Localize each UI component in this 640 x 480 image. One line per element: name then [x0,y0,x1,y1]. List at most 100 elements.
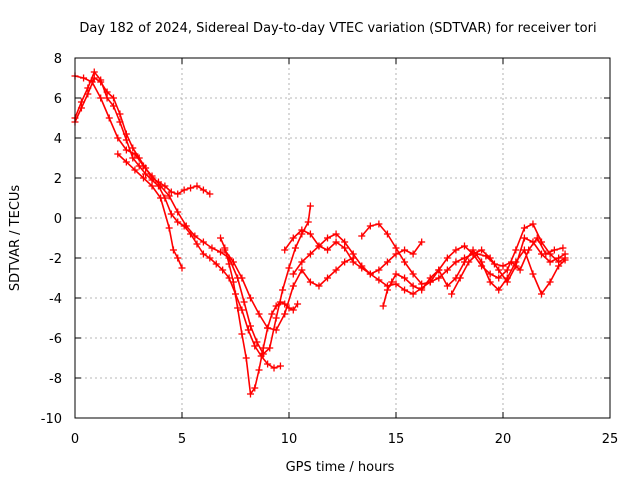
data-point [114,150,122,158]
series-trace [361,223,566,285]
data-point [157,182,165,190]
data-point [490,260,498,268]
data-point [251,342,259,350]
data-point [392,244,400,252]
series-trace [382,249,566,307]
data-point [259,344,267,352]
data-point [392,270,400,278]
data-point [379,302,387,310]
data-point [279,286,287,294]
data-point [174,208,182,216]
data-point [180,186,188,194]
data-point [219,266,227,274]
data-point [559,244,567,252]
data-point [289,234,297,242]
y-tick-label: 2 [54,172,62,187]
data-point [199,186,207,194]
data-point [80,74,88,82]
data-point [332,266,340,274]
y-tick-label: -2 [49,252,62,267]
data-point [538,290,546,298]
data-series-3 [71,72,314,358]
data-point [529,220,537,228]
data-point [251,384,259,392]
data-point [456,274,464,282]
data-point [401,286,409,294]
data-point [409,290,417,298]
data-point [478,246,486,254]
data-point [435,274,443,282]
data-point [139,162,147,170]
data-point [508,258,516,266]
data-point [131,166,139,174]
data-point [268,310,276,318]
data-point [229,258,237,266]
data-point [516,266,524,274]
data-point [298,258,306,266]
data-point [105,114,113,122]
data-point [182,222,190,230]
data-point [169,246,177,254]
data-point [443,266,451,274]
data-point [375,220,383,228]
y-tick-label: 6 [54,92,62,107]
data-point [103,94,111,102]
data-point [77,98,85,106]
data-series-5 [217,234,302,398]
series-trace [117,153,183,269]
data-point [546,278,554,286]
data-point [246,294,254,302]
data-point [272,326,280,334]
data-series-4 [114,150,186,272]
data-point [90,68,98,76]
data-point [157,194,165,202]
data-point [298,226,306,234]
data-point [401,246,409,254]
y-tick-label: -6 [49,332,62,347]
data-point [512,246,520,254]
data-point [122,146,130,154]
chart-title: Day 182 of 2024, Sidereal Day-to-day VTE… [79,21,596,36]
data-point [225,274,233,282]
data-points [71,68,569,398]
data-point [306,278,314,286]
data-point [291,244,299,252]
data-point [253,338,261,346]
data-point [495,274,503,282]
data-point [264,360,272,368]
data-point [129,144,137,152]
data-point [122,136,130,144]
data-point [193,182,201,190]
data-point [546,258,554,266]
data-point [116,110,124,118]
data-point [246,390,254,398]
data-point [473,250,481,258]
data-point [178,264,186,272]
data-point [187,184,195,192]
y-tick-label: -4 [49,292,62,307]
data-point [221,246,229,254]
data-point [529,270,537,278]
data-point [409,282,417,290]
data-point [401,274,409,282]
data-point [349,258,357,266]
data-point [375,276,383,284]
data-point [418,280,426,288]
data-point [495,286,503,294]
data-point [174,254,182,262]
data-point [401,258,409,266]
x-tick-label: 5 [178,432,186,447]
data-point [114,134,122,142]
data-point [289,270,297,278]
data-point [409,270,417,278]
data-point [264,324,272,332]
data-point [225,260,233,268]
data-point [285,264,293,272]
data-point [206,254,214,262]
data-point [375,266,383,274]
data-point [281,310,289,318]
data-point [499,262,507,270]
data-point [383,286,391,294]
data-point [460,242,468,250]
